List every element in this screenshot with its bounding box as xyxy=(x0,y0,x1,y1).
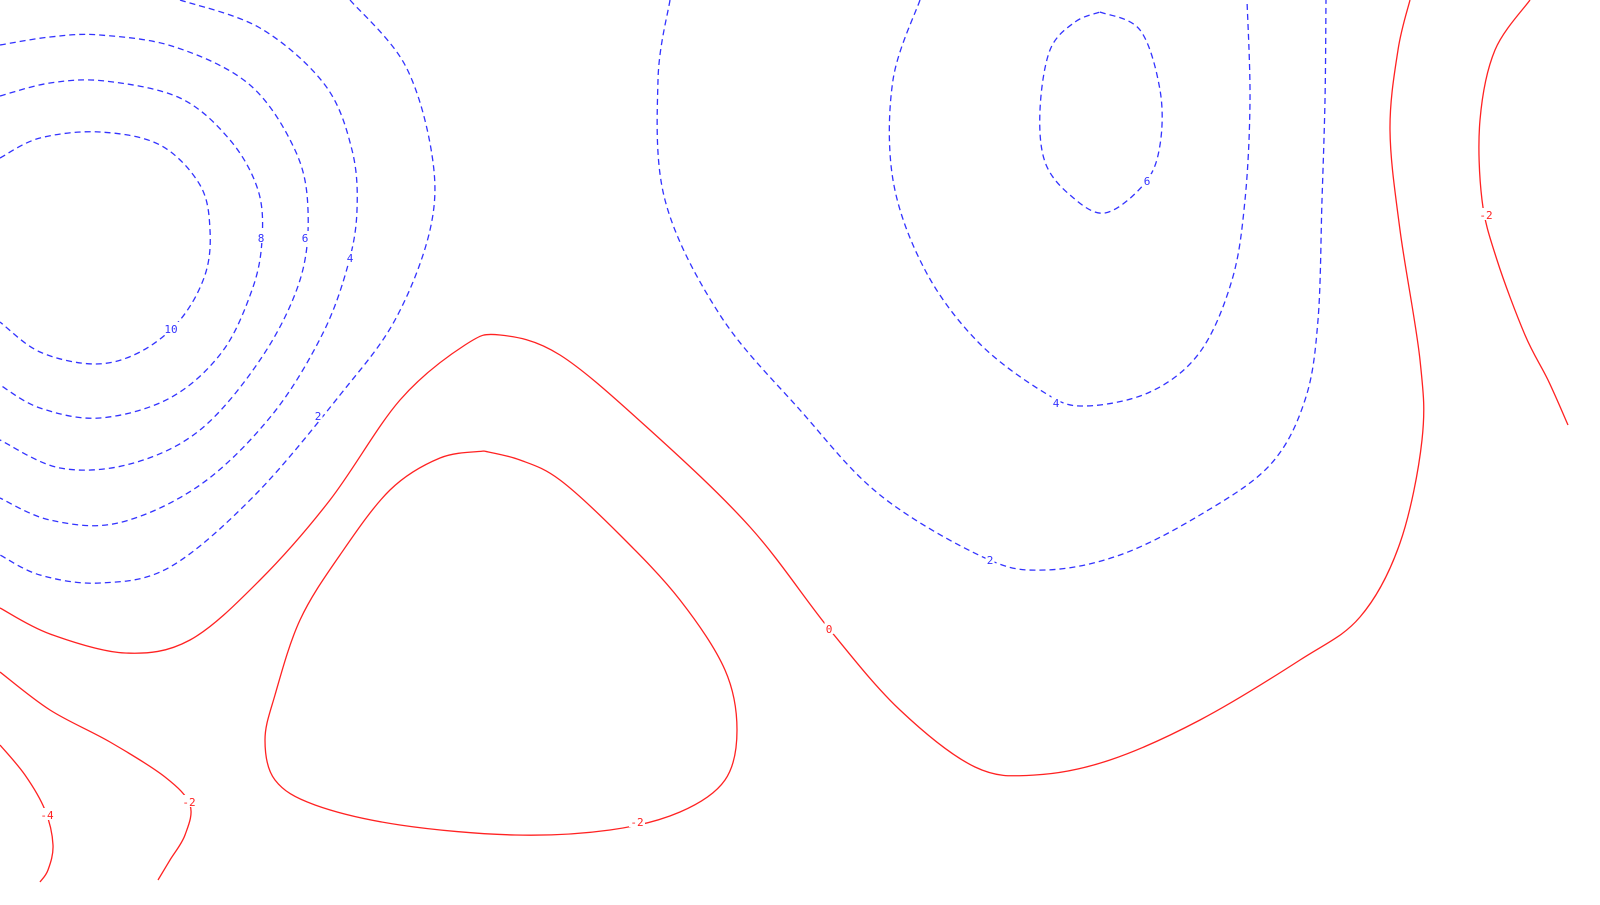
contour-0-label-bg xyxy=(824,622,834,634)
contour-right-4-label-bg xyxy=(1051,396,1061,408)
contour-right-2-label-bg xyxy=(985,553,995,565)
contour-left-2-label: 2 xyxy=(315,410,322,423)
contour-right-minus2-label: -2 xyxy=(1479,209,1492,222)
contour-left-8-label-bg xyxy=(256,231,266,243)
contour-left-minus4-line xyxy=(0,744,54,883)
contour-right-minus2-label-bg xyxy=(1478,208,1494,220)
contour-left-minus4-label: -4 xyxy=(40,809,54,822)
contour-left-2-line xyxy=(0,0,436,584)
contour-left-minus4-label-bg xyxy=(39,808,55,820)
contour-left-minus2-label-bg xyxy=(181,795,197,807)
contour-right-4-label: 4 xyxy=(1053,397,1060,410)
contour-right-2-line xyxy=(656,0,1327,571)
contour-left-2-label-bg xyxy=(313,409,323,421)
contour-right-4-line xyxy=(888,0,1251,407)
contour-left-10-label-bg xyxy=(163,322,179,334)
contour-right-minus2-line xyxy=(1478,0,1569,426)
contour-0-label: 0 xyxy=(826,623,833,636)
contour-inner-minus2-line xyxy=(264,450,738,836)
contour-labels: 10 8 6 4 2 6 4 2 0 -2 -2 -2 -4 xyxy=(39,174,1494,829)
contour-0-line xyxy=(0,0,1425,777)
contour-left-6-label: 6 xyxy=(302,232,309,245)
contour-left-8-line xyxy=(0,79,264,419)
contour-left-10-line xyxy=(0,131,211,365)
contour-left-minus2-label: -2 xyxy=(182,796,195,809)
contour-right-6-label-bg xyxy=(1142,174,1152,186)
contour-right-6-label: 6 xyxy=(1144,175,1151,188)
contour-inner-minus2-label: -2 xyxy=(630,816,643,829)
contour-left-4-label: 4 xyxy=(347,252,354,265)
contour-right-2-label: 2 xyxy=(987,554,994,567)
contour-lines xyxy=(0,0,1569,883)
contour-right-6-line xyxy=(1039,11,1163,214)
contour-left-6-line xyxy=(0,33,309,471)
contour-left-4-line xyxy=(0,0,358,527)
contour-inner-minus2-label-bg xyxy=(629,815,645,827)
contour-left-6-label-bg xyxy=(300,231,310,243)
contour-left-4-label-bg xyxy=(345,251,355,263)
contour-left-8-label: 8 xyxy=(258,232,265,245)
contour-left-10-label: 10 xyxy=(164,323,177,336)
contour-left-minus2-line xyxy=(0,671,192,881)
